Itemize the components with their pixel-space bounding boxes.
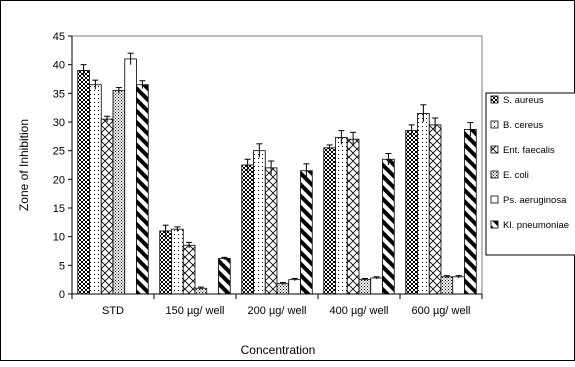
bar: [288, 279, 301, 295]
y-tick-label: 40: [53, 60, 65, 72]
legend-box: [485, 92, 575, 256]
bar: [300, 170, 313, 295]
bar: [241, 164, 254, 295]
legend-label: E. coli: [503, 170, 529, 181]
legend-label: S. aureus: [503, 95, 544, 106]
y-tick-label: 20: [53, 174, 65, 186]
y-tick-label: 10: [53, 232, 65, 244]
y-tick-label: 25: [53, 146, 65, 158]
y-tick-label: 45: [53, 31, 65, 43]
y-tick-label: 15: [53, 203, 65, 215]
bar: [346, 138, 360, 295]
legend-label: Ps. aeruginosa: [503, 195, 567, 206]
legend-label: B. cereus: [503, 120, 543, 131]
bar: [440, 276, 454, 295]
bar: [77, 70, 90, 295]
bar: [452, 276, 465, 295]
bar: [218, 258, 231, 295]
bar: [264, 167, 278, 295]
x-tick-label: 400 µg/ well: [330, 305, 389, 317]
bar: [464, 129, 477, 295]
bar: [405, 130, 418, 295]
x-tick-label: 150 µg/ well: [166, 305, 225, 317]
error-bars-layer: [80, 52, 474, 290]
bars-layer: [77, 58, 477, 295]
y-axis-title: Zone of Inhibition: [17, 119, 31, 211]
x-tick-label: 200 µg/ well: [248, 305, 307, 317]
x-tick-label: 600 µg/ well: [412, 305, 471, 317]
bar: [370, 277, 383, 295]
legend-swatch: [490, 145, 499, 154]
legend-swatch: [490, 95, 499, 104]
bar: [100, 118, 114, 295]
bar: [276, 283, 290, 295]
x-ticks-layer: STD 150 µg/ well 200 µg/ well 400 µg/ well 6…: [71, 294, 483, 317]
y-tick-label: 35: [53, 88, 65, 100]
bar: [171, 228, 184, 295]
y-ticks-layer: 0 5 10 15 20 25 30 35 40 45: [53, 31, 72, 301]
bar: [382, 158, 395, 295]
legend: S. aureus B. cereus Ent. faecalis E. coli Ps…: [485, 92, 575, 256]
bar: [182, 244, 196, 295]
x-axis-title: Concentration: [241, 343, 316, 357]
y-tick-label: 5: [59, 260, 65, 272]
legend-swatch: [490, 170, 499, 179]
x-tick-label: STD: [102, 305, 124, 317]
bar: [124, 58, 137, 295]
legend-swatch: [490, 195, 499, 204]
bar: [253, 150, 266, 295]
bar: [358, 279, 372, 295]
bar: [112, 90, 126, 295]
bar: [136, 84, 149, 295]
legend-label: Kl. pneumoniae: [503, 220, 569, 231]
y-tick-label: 30: [53, 117, 65, 129]
bar: [335, 137, 348, 295]
bar: [428, 124, 442, 295]
y-tick-label: 0: [59, 289, 65, 301]
bar: [323, 147, 336, 295]
bar: [417, 113, 430, 295]
legend-swatch: [490, 220, 499, 229]
bar: [89, 84, 102, 295]
bar: [159, 230, 172, 295]
legend-label: Ent. faecalis: [503, 145, 555, 156]
legend-swatch: [490, 120, 499, 129]
